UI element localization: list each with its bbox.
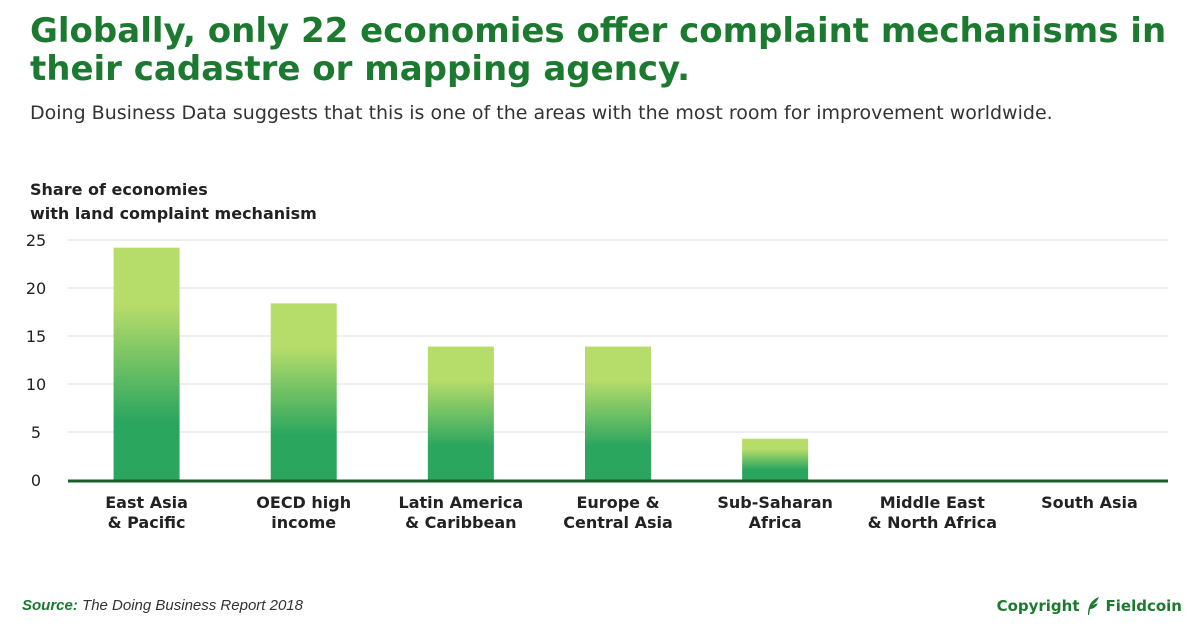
bar [427,346,494,480]
source-text: The Doing Business Report 2018 [82,597,303,614]
brand-name: Fieldcoin [1105,597,1182,615]
fieldcoin-leaf-icon [1087,597,1099,615]
source-label: Source: [22,597,78,614]
copyright-label: Copyright [996,597,1080,615]
chart-subtitle: Doing Business Data suggests that this i… [30,102,1053,124]
bar [270,303,337,480]
y-tick-label: 15 [26,327,46,346]
y-tick-label: 0 [31,471,41,490]
x-tick-label: East Asia & Pacific [105,493,188,532]
tick-labels: 0 5 10 15 20 25 East Asia & Pacific OECD high inc… [26,231,1138,532]
x-tick-label: Europe & Central Asia [563,493,673,532]
y-axis-label: Share of economies with land complaint m… [30,178,390,226]
bars [113,247,809,480]
x-tick-label: Sub-Saharan Africa [717,493,833,532]
y-tick-label: 20 [26,279,46,298]
chart-title: Globally, only 22 economies offer compla… [30,11,1167,89]
copyright-note: Copyright Fieldcoin [997,596,1182,616]
y-tick-label: 25 [26,231,46,250]
x-tick-label: Middle East & North Africa [868,493,997,532]
bar [113,247,180,480]
y-tick-label: 5 [31,423,41,442]
y-axis-label-line-1: Share of economies [30,180,208,199]
y-axis-label-line-2: with land complaint mechanism [30,204,317,223]
x-tick-label: OECD high income [256,493,351,532]
bar [742,438,809,480]
y-tick-label: 10 [26,375,46,394]
x-tick-label: South Asia [1041,493,1138,512]
source-note: Source: The Doing Business Report 2018 [22,597,303,614]
bar [585,346,651,480]
x-tick-label: Latin America & Caribbean [399,493,524,532]
